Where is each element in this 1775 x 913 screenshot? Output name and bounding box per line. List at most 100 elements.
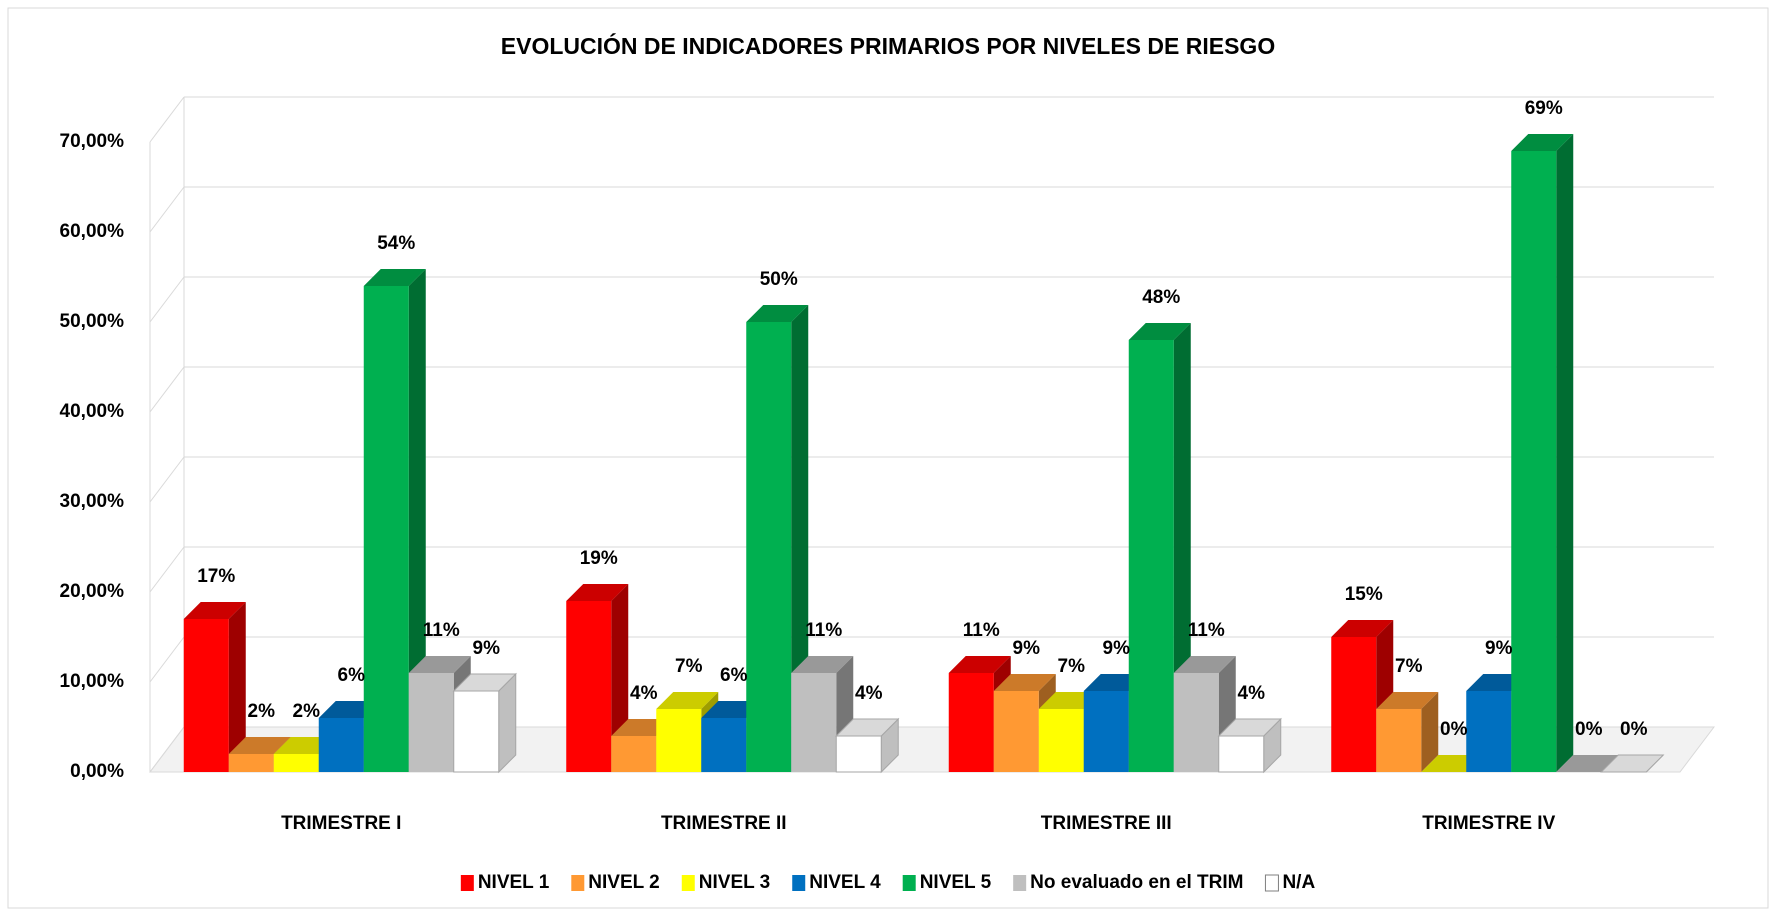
bar-front <box>835 735 882 773</box>
bar-side <box>1173 323 1191 772</box>
data-label: 2% <box>293 701 321 722</box>
bar-front <box>993 691 1039 772</box>
bar-front <box>701 718 747 772</box>
data-label: 54% <box>377 233 415 254</box>
bar-front <box>1466 691 1512 772</box>
bar-side <box>228 602 246 772</box>
data-label: 11% <box>423 620 460 641</box>
bar-top <box>1128 323 1191 340</box>
legend-swatch <box>792 875 806 891</box>
data-label: 7% <box>675 656 703 677</box>
bar-front <box>273 754 319 772</box>
y-tick-label: 0,00% <box>70 761 124 782</box>
bar-front <box>566 601 612 772</box>
data-label: 6% <box>338 665 366 686</box>
bar-side <box>1421 692 1439 772</box>
legend-label: NIVEL 1 <box>478 872 550 893</box>
x-tick-label: TRIMESTRE IV <box>1422 813 1555 834</box>
bar-top <box>1556 755 1619 772</box>
legend-label: N/A <box>1282 872 1315 893</box>
bar-top <box>408 656 471 673</box>
bar-top <box>948 656 1011 673</box>
bar-top <box>1173 656 1236 673</box>
bar <box>1376 692 1439 772</box>
bar <box>566 584 629 772</box>
bar-front <box>611 736 657 772</box>
legend: NIVEL 1 NIVEL 2 NIVEL 3 NIVEL 4 NIVEL 5 No ev… <box>460 872 1315 893</box>
bar-top <box>746 305 809 322</box>
data-label: 9% <box>1013 638 1041 659</box>
bar-top <box>1376 692 1439 709</box>
bar-side <box>408 269 426 772</box>
bar-top <box>566 584 629 601</box>
data-label: 0% <box>1575 719 1603 740</box>
grid-line <box>149 726 185 773</box>
x-tick-label: TRIMESTRE I <box>281 813 401 834</box>
bar <box>1600 754 1665 773</box>
bar <box>1556 755 1619 772</box>
bar-front <box>408 673 454 772</box>
bar-front <box>183 619 229 772</box>
bar-front <box>1376 709 1422 772</box>
data-label: 11% <box>805 620 842 641</box>
legend-swatch <box>1013 875 1027 891</box>
y-tick-label: 60,00% <box>60 221 125 242</box>
bar-front <box>656 709 702 772</box>
y-tick-label: 20,00% <box>60 581 125 602</box>
bar-top <box>228 737 291 754</box>
bar-side <box>1556 134 1574 772</box>
bar-front <box>948 673 994 772</box>
data-label: 2% <box>248 701 276 722</box>
bar <box>791 656 854 772</box>
bar-front <box>363 286 409 772</box>
data-label: 9% <box>1103 638 1131 659</box>
y-tick-label: 50,00% <box>60 311 125 332</box>
legend-label: NIVEL 3 <box>699 872 770 893</box>
bar-front <box>1331 637 1377 772</box>
data-label: 4% <box>630 683 658 704</box>
data-label: 0% <box>1440 719 1468 740</box>
bar-top <box>656 692 719 709</box>
bar-front <box>1173 673 1219 772</box>
y-tick-label: 10,00% <box>60 671 125 692</box>
bar <box>452 672 517 774</box>
bar-top <box>183 602 246 619</box>
data-label: 9% <box>1485 638 1513 659</box>
bar-front <box>746 322 792 772</box>
data-label: 11% <box>1188 620 1225 641</box>
bar-front <box>1128 340 1174 772</box>
bar-top <box>1331 620 1394 637</box>
data-label: 17% <box>197 566 235 587</box>
legend-swatch <box>460 875 474 891</box>
grid-line <box>149 456 185 503</box>
bar <box>746 305 809 772</box>
bar-top <box>1600 754 1665 773</box>
legend-label: NIVEL 4 <box>809 872 881 893</box>
bar-top <box>791 656 854 673</box>
data-label: 6% <box>720 665 748 686</box>
legend-label: No evaluado en el TRIM <box>1030 872 1243 893</box>
x-tick-label: TRIMESTRE II <box>661 813 787 834</box>
bar-front <box>228 754 274 772</box>
bar <box>835 717 900 774</box>
data-label: 50% <box>760 269 798 290</box>
data-label: 0% <box>1620 719 1648 740</box>
bar-front <box>453 690 500 773</box>
legend-swatch <box>681 875 695 891</box>
grid-line <box>149 96 185 143</box>
data-label: 69% <box>1525 98 1563 119</box>
bar-top <box>993 674 1056 691</box>
data-label: 48% <box>1142 287 1180 308</box>
grid-line <box>149 546 185 593</box>
data-label: 7% <box>1395 656 1423 677</box>
bar <box>183 602 246 772</box>
grid-line <box>149 636 185 683</box>
grid-line <box>149 186 185 233</box>
chart-title: EVOLUCIÓN DE INDICADORES PRIMARIOS POR N… <box>501 32 1275 59</box>
bar-front <box>1038 709 1084 772</box>
legend-label: NIVEL 2 <box>588 872 659 893</box>
bar-front <box>1218 735 1265 773</box>
x-tick-label: TRIMESTRE III <box>1041 813 1172 834</box>
grid-line <box>149 276 185 323</box>
